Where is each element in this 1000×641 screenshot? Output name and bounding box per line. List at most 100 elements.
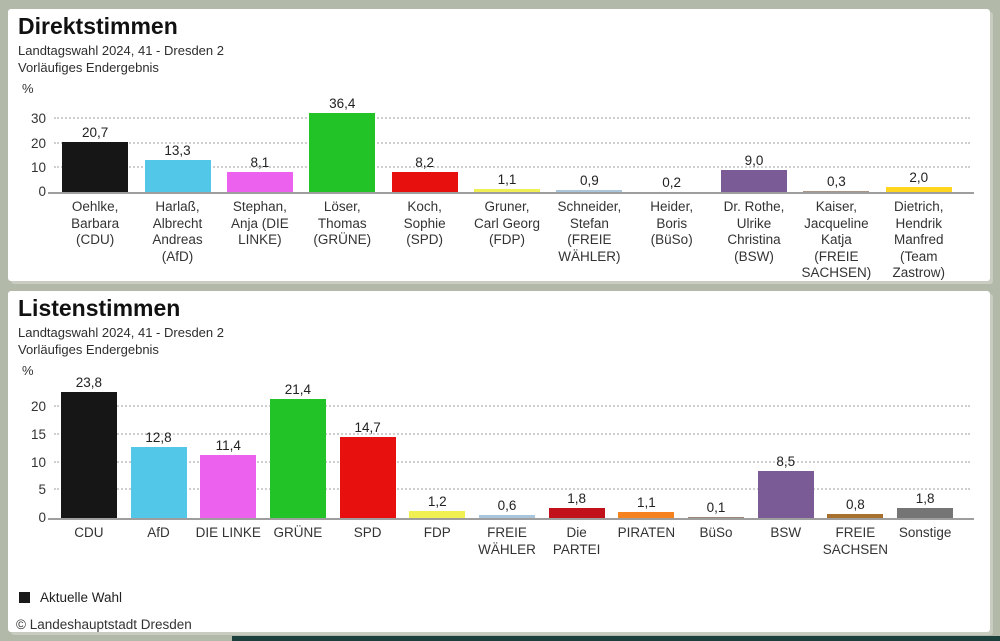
bar-value-label: 0,6 — [497, 497, 517, 513]
bar-value-label: 0,1 — [706, 500, 726, 516]
direktstimmen-panel: Direktstimmen Landtagswahl 2024, 41 - Dr… — [8, 9, 990, 281]
category-label: Schneider, Stefan (FREIE WÄHLER) — [557, 199, 622, 264]
bar-value-label: 1,8 — [567, 491, 587, 507]
gridline — [54, 117, 970, 120]
bar[interactable] — [391, 172, 458, 192]
bar-column: 13,3 — [136, 95, 218, 192]
bar[interactable] — [309, 113, 376, 192]
bar-column: 0,3 — [795, 95, 877, 192]
bar-column: 11,4 — [193, 374, 263, 518]
gridline — [54, 460, 970, 463]
bar-value-label: 0,2 — [662, 174, 682, 190]
category-label: AfD — [147, 525, 170, 540]
y-axis-tick-label: 20 — [30, 135, 46, 151]
bar[interactable] — [803, 191, 870, 192]
bar-value-label: 9,0 — [744, 153, 764, 169]
bar[interactable] — [409, 511, 466, 518]
chart-subtitle: Landtagswahl 2024, 41 - Dresden 2 — [18, 325, 224, 340]
gridline — [54, 165, 970, 168]
chart-header: Landtagswahl 2024, 41 - Dresden 2 Vorläu… — [18, 42, 224, 76]
bar-value-label: 13,3 — [164, 142, 191, 158]
bar[interactable] — [269, 399, 326, 518]
category-label: Gruner, Carl Georg (FDP) — [473, 199, 540, 247]
bar-value-label: 36,4 — [329, 96, 356, 111]
bar-column: 0,8 — [821, 374, 891, 518]
y-axis-tick-label: 10 — [30, 159, 46, 175]
chart-title: Listenstimmen — [18, 295, 181, 321]
bar[interactable] — [556, 189, 623, 192]
plot-area: 20,7 13,3 8,1 36,4 8,2 1,1 0,9 0,2 9,0 0,3 2,0 — [48, 95, 974, 194]
bar-value-label: 8,2 — [415, 155, 434, 171]
bar[interactable] — [130, 447, 187, 518]
bar-column: 8,2 — [383, 95, 465, 192]
bar[interactable] — [226, 172, 293, 192]
bar[interactable] — [721, 170, 788, 192]
bar-columns: 20,7 13,3 8,1 36,4 8,2 1,1 0,9 0,2 9,0 0,3 2,0 — [54, 95, 960, 192]
category-label: Harlaß, Albrecht Andreas (AfD) — [152, 199, 203, 264]
bar[interactable] — [62, 141, 129, 192]
category-label: Dietrich, Hendrik Manfred (Team Zastrow) — [892, 199, 946, 280]
bar[interactable] — [144, 159, 211, 192]
y-axis-unit: % — [22, 81, 34, 96]
chart-subtitle: Landtagswahl 2024, 41 - Dresden 2 — [18, 43, 224, 58]
bar-value-label: 2,0 — [909, 170, 929, 186]
x-axis-baseline — [48, 192, 974, 194]
y-axis-tick-label: 5 — [38, 482, 46, 498]
bar-column: 1,1 — [612, 374, 682, 518]
bar[interactable] — [60, 392, 117, 518]
category-label: SPD — [353, 525, 382, 540]
bar[interactable] — [618, 511, 675, 518]
bar-column: 1,2 — [402, 374, 472, 518]
legend-label: Aktuelle Wahl — [40, 590, 123, 605]
bar[interactable] — [200, 454, 257, 518]
bar-value-label: 0,9 — [579, 172, 599, 188]
category-label: Stephan, Anja (DIE LINKE) — [231, 199, 289, 247]
x-axis-baseline — [48, 518, 974, 520]
bar-column: 0,9 — [548, 95, 630, 192]
bar-columns: 23,8 12,8 11,4 21,4 14,7 1,2 0,6 1,8 1,1 0,1 8,5 0,… — [54, 374, 960, 518]
bar[interactable] — [473, 189, 540, 192]
y-axis-tick-label: 0 — [38, 510, 46, 525]
bar-value-label: 1,2 — [427, 494, 447, 510]
bar-value-label: 21,4 — [284, 382, 312, 398]
bar-value-label: 0,3 — [827, 174, 846, 190]
listenstimmen-panel: Listenstimmen Landtagswahl 2024, 41 - Dr… — [8, 291, 990, 632]
bar[interactable] — [897, 508, 954, 518]
category-label: BSW — [770, 525, 802, 540]
bar-column: 8,5 — [751, 374, 821, 518]
chart-area: 0 10 20 30 20,7 13,3 8,1 36,4 8,2 1,1 0,9 0,2 9,0 0,… — [8, 95, 990, 199]
bar[interactable] — [339, 436, 396, 518]
category-labels: CDU AfD DIE LINKE GRÜNE SPD FDP FREIE WÄHLER Di… — [54, 525, 960, 558]
bar-value-label: 1,1 — [497, 172, 517, 188]
category-label: Oehlke, Barbara (CDU) — [71, 199, 120, 247]
bar[interactable] — [478, 514, 535, 518]
bar[interactable] — [827, 513, 884, 518]
y-axis-tick-label: 10 — [30, 454, 46, 470]
bar-column: 0,1 — [681, 374, 751, 518]
legend-item-aktuelle-wahl[interactable]: Aktuelle Wahl — [19, 590, 122, 605]
bar-value-label: 12,8 — [145, 430, 172, 446]
bar[interactable] — [548, 508, 605, 518]
gridline — [54, 141, 970, 144]
category-label: FREIE SACHSEN — [822, 525, 889, 557]
gridline — [54, 488, 970, 491]
category-label: Sonstige — [898, 525, 952, 540]
bottom-accent-strip — [232, 636, 1000, 641]
category-label: Die PARTEI — [552, 525, 601, 557]
bar-column: 1,1 — [466, 95, 548, 192]
category-label: PIRATEN — [617, 525, 676, 540]
category-label: Heider, Boris (BüSo) — [650, 199, 694, 247]
bar-column: 23,8 — [54, 374, 124, 518]
y-axis-unit: % — [22, 363, 34, 378]
bar[interactable] — [688, 517, 745, 518]
bar-column: 2,0 — [878, 95, 960, 192]
bar-column: 14,7 — [333, 374, 403, 518]
category-label: FDP — [423, 525, 451, 540]
bar-column: 1,8 — [542, 374, 612, 518]
bar-column: 0,6 — [472, 374, 542, 518]
bar-column: 1,8 — [890, 374, 960, 518]
bar[interactable] — [757, 470, 814, 518]
bar[interactable] — [885, 187, 952, 192]
bar-column: 0,2 — [631, 95, 713, 192]
category-label: Löser, Thomas (GRÜNE) — [313, 199, 372, 247]
